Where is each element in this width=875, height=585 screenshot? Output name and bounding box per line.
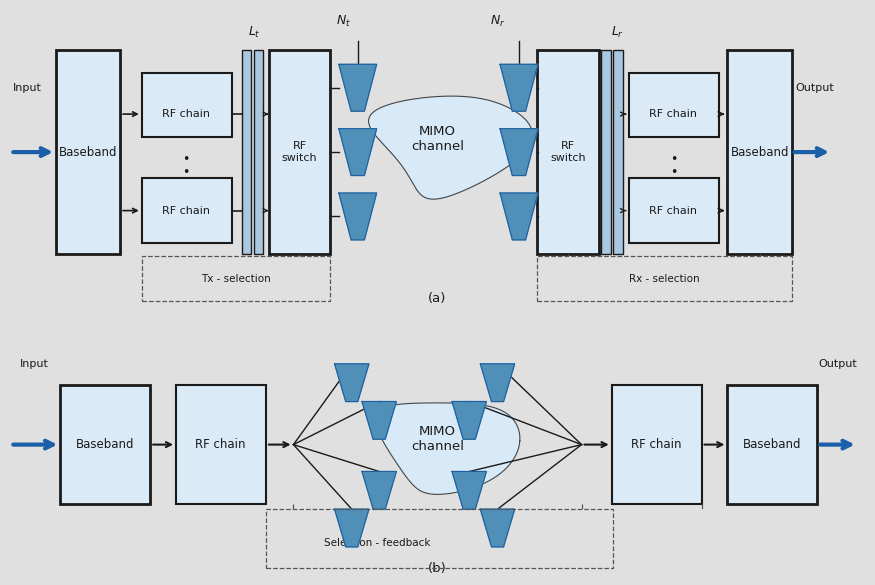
Bar bbox=[176, 386, 266, 504]
Bar bbox=[142, 73, 232, 137]
Text: Input: Input bbox=[13, 82, 42, 93]
Polygon shape bbox=[500, 64, 538, 111]
Text: MIMO
channel: MIMO channel bbox=[411, 425, 464, 453]
Bar bbox=[56, 50, 120, 254]
Bar bbox=[613, 50, 623, 254]
Text: RF
switch: RF switch bbox=[282, 142, 318, 163]
Text: •: • bbox=[183, 153, 190, 166]
Polygon shape bbox=[339, 193, 376, 240]
Text: $N_r$: $N_r$ bbox=[490, 15, 505, 29]
Polygon shape bbox=[480, 364, 514, 401]
Bar bbox=[629, 178, 718, 243]
Polygon shape bbox=[334, 364, 369, 401]
Text: Output: Output bbox=[819, 359, 857, 369]
Text: •: • bbox=[669, 166, 677, 179]
Text: Baseband: Baseband bbox=[743, 438, 802, 451]
Text: RF chain: RF chain bbox=[649, 205, 697, 216]
Text: RF chain: RF chain bbox=[162, 205, 210, 216]
Text: Baseband: Baseband bbox=[59, 146, 117, 159]
Text: $N_t$: $N_t$ bbox=[336, 15, 351, 29]
Polygon shape bbox=[339, 129, 376, 175]
Text: $L_t$: $L_t$ bbox=[248, 25, 261, 40]
Bar bbox=[629, 73, 718, 137]
Text: Selection - feedback: Selection - feedback bbox=[325, 538, 430, 548]
Text: RF chain: RF chain bbox=[195, 438, 246, 451]
Bar bbox=[727, 50, 792, 254]
Bar bbox=[242, 50, 251, 254]
Bar bbox=[537, 50, 598, 254]
Text: Baseband: Baseband bbox=[75, 438, 134, 451]
Bar bbox=[266, 509, 613, 569]
Polygon shape bbox=[368, 96, 532, 199]
Bar bbox=[727, 386, 817, 504]
Text: MIMO
channel: MIMO channel bbox=[411, 125, 464, 153]
Polygon shape bbox=[375, 403, 520, 494]
Bar bbox=[269, 50, 331, 254]
Text: RF
switch: RF switch bbox=[550, 142, 585, 163]
Polygon shape bbox=[500, 193, 538, 240]
Polygon shape bbox=[339, 64, 376, 111]
Polygon shape bbox=[452, 401, 486, 439]
Text: (a): (a) bbox=[429, 292, 447, 305]
Polygon shape bbox=[362, 401, 396, 439]
Text: Tx - selection: Tx - selection bbox=[201, 274, 271, 284]
Polygon shape bbox=[452, 472, 486, 509]
Bar bbox=[142, 256, 331, 301]
Bar bbox=[601, 50, 611, 254]
Bar bbox=[612, 386, 702, 504]
Text: RF chain: RF chain bbox=[631, 438, 682, 451]
Bar bbox=[60, 386, 150, 504]
Text: Rx - selection: Rx - selection bbox=[629, 274, 700, 284]
Text: Output: Output bbox=[795, 82, 834, 93]
Text: $L_r$: $L_r$ bbox=[611, 25, 624, 40]
Polygon shape bbox=[500, 129, 538, 175]
Text: •: • bbox=[183, 166, 190, 179]
Text: •: • bbox=[669, 153, 677, 166]
Polygon shape bbox=[334, 509, 369, 547]
Bar bbox=[142, 178, 232, 243]
Text: (b): (b) bbox=[428, 562, 447, 575]
Bar bbox=[537, 256, 792, 301]
Polygon shape bbox=[362, 472, 396, 509]
Text: RF chain: RF chain bbox=[649, 109, 697, 119]
Text: Input: Input bbox=[20, 359, 49, 369]
Text: RF chain: RF chain bbox=[162, 109, 210, 119]
Polygon shape bbox=[480, 509, 514, 547]
Text: Baseband: Baseband bbox=[731, 146, 789, 159]
Bar bbox=[254, 50, 263, 254]
